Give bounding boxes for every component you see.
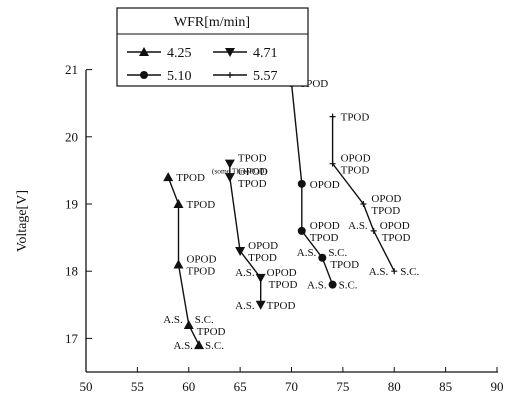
point-label: TPOD (238, 178, 267, 190)
data-point (224, 173, 235, 183)
point-label: TPOD (341, 165, 370, 177)
legend-marker (140, 71, 148, 79)
point-label: A.S. (235, 267, 255, 279)
y-tick-label: 19 (65, 197, 78, 212)
y-tick-label: 21 (65, 62, 78, 77)
point-label: A.S. (163, 314, 183, 326)
point-label: TPOD (371, 205, 400, 217)
x-tick-label: 50 (80, 379, 93, 394)
data-point (391, 268, 398, 275)
point-label: A.S. (369, 266, 389, 278)
point-label: TPOD (341, 112, 370, 124)
legend-label: 5.10 (167, 69, 192, 84)
point-label: A.S. (348, 220, 368, 232)
point-label: OPOD (186, 253, 216, 265)
legend: WFR[m/min] 4.25 4.71 5.10 5.57 (116, 7, 309, 87)
legend-label: 5.57 (253, 69, 278, 84)
point-label: OPOD (371, 193, 401, 205)
point-label: OPOD (310, 220, 340, 232)
data-point (224, 159, 235, 169)
y-tick-label: 20 (65, 129, 78, 144)
point-label: TPOD (310, 232, 339, 244)
data-point (370, 227, 377, 234)
point-label: A.S. (307, 280, 327, 292)
data-point (173, 259, 184, 269)
data-point (328, 280, 337, 289)
point-label: TPOD (186, 265, 215, 277)
point-label: OPOD (267, 267, 297, 279)
data-point (183, 319, 194, 329)
x-tick-label: 90 (491, 379, 504, 394)
x-tick-label: 65 (234, 379, 247, 394)
point-label: S.C. (400, 266, 419, 278)
plot-axes (85, 70, 498, 373)
data-point (194, 340, 205, 350)
point-label: A.S. (173, 340, 193, 352)
legend-label: 4.71 (253, 46, 278, 61)
y-axis-ticks: 17 18 19 20 21 (65, 62, 92, 346)
point-label: OPOD (238, 166, 268, 178)
data-point (297, 226, 306, 235)
point-label: TPOD (269, 279, 298, 291)
legend-marker (139, 47, 149, 56)
data-point (235, 247, 246, 257)
data-point (255, 300, 266, 310)
data-point (297, 179, 306, 188)
point-label: OPOD (380, 220, 410, 232)
y-tick-label: 17 (65, 331, 79, 346)
x-tick-label: 70 (285, 379, 298, 394)
legend-marker (225, 48, 235, 57)
y-tick-label: 18 (65, 264, 78, 279)
data-point (318, 253, 327, 262)
point-label: OPOD (310, 179, 340, 191)
y-axis-label: Voltage[V] (15, 190, 30, 252)
x-tick-label: 80 (388, 379, 401, 394)
legend-items: 4.25 4.71 5.10 5.57 (127, 46, 278, 84)
point-label: (some ThreePOD) (212, 167, 268, 176)
legend-title: WFR[m/min] (174, 15, 250, 30)
data-point (163, 172, 174, 182)
point-label: S.C. (328, 247, 347, 259)
data-point (329, 113, 336, 120)
data-point (255, 273, 266, 283)
point-label: S.C. (205, 340, 224, 352)
point-label: A.S. (297, 247, 317, 259)
point-label: TPOD (382, 232, 411, 244)
point-label: TPOD (186, 199, 215, 211)
point-label: S.C. (195, 314, 214, 326)
x-tick-label: 55 (131, 379, 144, 394)
point-label: TPOD (330, 259, 359, 271)
x-tick-label: 85 (439, 379, 452, 394)
point-label: S.C. (339, 280, 358, 292)
point-label: TPOD (267, 300, 296, 312)
point-label: OPOD (341, 153, 371, 165)
legend-box (116, 7, 309, 87)
x-tick-label: 75 (336, 379, 349, 394)
x-tick-label: 60 (182, 379, 195, 394)
data-point (329, 160, 336, 167)
data-point (360, 201, 367, 207)
x-axis-ticks: 50 55 60 65 70 75 80 85 90 (80, 367, 504, 394)
point-label: TPOD (238, 153, 267, 165)
point-label: TPOD (176, 172, 205, 184)
point-label: OPOD (248, 240, 278, 252)
legend-marker (227, 72, 233, 78)
point-label: TPOD (248, 252, 277, 264)
data-point (173, 199, 184, 208)
legend-label: 4.25 (167, 46, 192, 61)
point-label: A.S. (235, 300, 255, 312)
point-label: TPOD (197, 326, 226, 338)
